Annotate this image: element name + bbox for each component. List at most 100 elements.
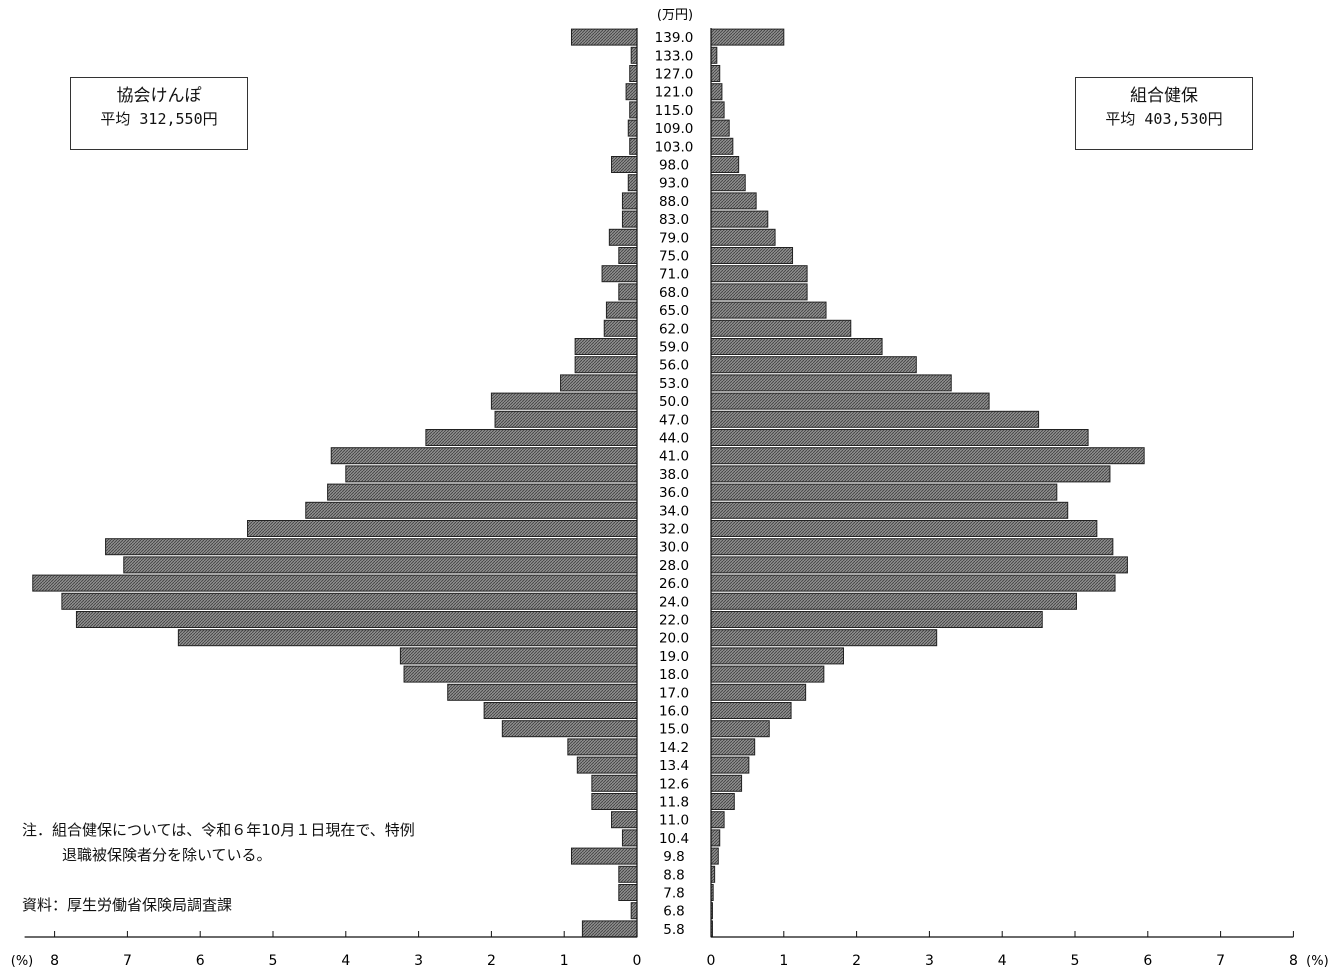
category-label-139.0: 139.0 (655, 30, 694, 46)
left-tick-label-8: 8 (50, 953, 59, 969)
category-label-65.0: 65.0 (659, 303, 689, 319)
category-unit-label: (万円) (657, 8, 693, 23)
bar-kyokai-115.0 (629, 101, 638, 119)
legend-right-average: 平均 403,530円 (1105, 110, 1223, 128)
bar-kumiai-56.0 (710, 356, 917, 374)
bar-kyokai-26.0 (32, 574, 638, 592)
bar-kyokai-59.0 (574, 338, 638, 355)
bar-kumiai-93.0 (710, 174, 746, 192)
category-label-47.0: 47.0 (659, 412, 689, 428)
category-label-98.0: 98.0 (659, 158, 689, 174)
bar-kyokai-109.0 (627, 119, 638, 137)
right-tick-label-6: 6 (1143, 953, 1152, 969)
bar-kumiai-17.0 (710, 683, 807, 701)
source-note: 資料：厚生労働省保険局調査課 (22, 896, 233, 914)
right-tick-label-4: 4 (998, 953, 1007, 969)
bar-kyokai-15.0 (501, 720, 638, 738)
bar-kumiai-34.0 (710, 501, 1069, 519)
category-label-6.8: 6.8 (663, 904, 684, 920)
bar-kyokai-36.0 (327, 483, 638, 501)
category-label-28.0: 28.0 (659, 558, 689, 574)
category-label-30.0: 30.0 (659, 540, 689, 556)
category-label-12.6: 12.6 (659, 776, 689, 792)
right-tick-label-2: 2 (852, 953, 861, 969)
bar-kumiai-30.0 (710, 538, 1114, 556)
bar-kyokai-6.8 (630, 902, 638, 920)
bar-kumiai-139.0 (710, 28, 785, 46)
bar-kyokai-9.8 (570, 847, 638, 865)
category-label-109.0: 109.0 (655, 121, 694, 137)
bar-kyokai-11.8 (591, 793, 638, 810)
bar-kumiai-28.0 (710, 556, 1128, 574)
category-label-121.0: 121.0 (655, 85, 694, 101)
bar-kyokai-83.0 (621, 210, 638, 228)
bar-kumiai-11.0 (710, 811, 725, 829)
bar-kyokai-16.0 (483, 702, 638, 719)
bar-kumiai-50.0 (710, 392, 990, 410)
left-axis-unit: (%) (11, 954, 34, 969)
bar-kumiai-44.0 (710, 429, 1089, 446)
bar-kumiai-10.4 (710, 829, 721, 847)
bar-kumiai-16.0 (710, 702, 792, 719)
bar-kyokai-32.0 (247, 520, 638, 537)
left-tick-label-6: 6 (196, 953, 205, 969)
bar-kyokai-14.2 (567, 738, 638, 756)
bar-kyokai-79.0 (608, 228, 638, 246)
left-tick-label-1: 1 (560, 953, 569, 969)
bar-kumiai-59.0 (710, 338, 883, 355)
bar-kumiai-88.0 (710, 192, 757, 210)
bar-kumiai-79.0 (710, 228, 776, 246)
category-label-16.0: 16.0 (659, 704, 689, 720)
bar-kumiai-26.0 (710, 574, 1116, 592)
bar-kyokai-62.0 (603, 319, 638, 337)
bar-kumiai-62.0 (710, 319, 852, 337)
bar-kyokai-13.4 (576, 756, 638, 774)
right-tick-label-7: 7 (1216, 953, 1225, 969)
note-line-2: 退職被保険者分を除いている。 (62, 846, 272, 864)
bar-kumiai-115.0 (710, 101, 725, 119)
bar-kumiai-12.6 (710, 774, 743, 792)
category-label-15.0: 15.0 (659, 722, 689, 738)
legend-box-kumiai: 組合健保 平均 403,530円 (1075, 77, 1253, 150)
category-label-13.4: 13.4 (659, 758, 689, 774)
right-tick-label-3: 3 (925, 953, 934, 969)
bar-kyokai-75.0 (618, 247, 638, 264)
category-label-36.0: 36.0 (659, 485, 689, 501)
left-tick-label-4: 4 (341, 953, 350, 969)
category-label-75.0: 75.0 (659, 249, 689, 265)
bar-kumiai-9.8 (710, 847, 719, 865)
category-label-79.0: 79.0 (659, 230, 689, 246)
right-tick-label-5: 5 (1071, 953, 1080, 969)
bar-kyokai-44.0 (425, 429, 638, 446)
legend-left-name: 協会けんぽ (116, 86, 202, 106)
legend-right-name: 組合健保 (1130, 86, 1198, 106)
category-label-127.0: 127.0 (655, 67, 694, 83)
bar-kyokai-30.0 (105, 538, 638, 556)
legend-left-average: 平均 312,550円 (100, 110, 218, 128)
category-label-26.0: 26.0 (659, 576, 689, 592)
category-label-11.8: 11.8 (659, 795, 689, 811)
bar-kumiai-103.0 (710, 137, 734, 155)
bar-kyokai-24.0 (61, 592, 638, 610)
category-label-50.0: 50.0 (659, 394, 689, 410)
category-label-17.0: 17.0 (659, 685, 689, 701)
bar-kyokai-133.0 (630, 46, 638, 64)
bar-kyokai-11.0 (611, 811, 638, 829)
bar-kyokai-20.0 (177, 629, 638, 647)
category-label-14.2: 14.2 (659, 740, 689, 756)
bar-kyokai-127.0 (629, 65, 638, 82)
bar-kyokai-56.0 (574, 356, 638, 374)
bar-kumiai-13.4 (710, 756, 750, 774)
category-label-68.0: 68.0 (659, 285, 689, 301)
category-label-41.0: 41.0 (659, 449, 689, 465)
bar-kumiai-38.0 (710, 465, 1111, 483)
bar-kyokai-5.8 (581, 920, 638, 938)
category-label-44.0: 44.0 (659, 431, 689, 447)
legend-box-kyokai: 協会けんぽ 平均 312,550円 (70, 77, 248, 150)
category-label-93.0: 93.0 (659, 176, 689, 192)
category-label-83.0: 83.0 (659, 212, 689, 228)
category-label-59.0: 59.0 (659, 340, 689, 356)
category-label-10.4: 10.4 (659, 831, 689, 847)
bar-kyokai-22.0 (75, 611, 638, 628)
bar-kumiai-14.2 (710, 738, 756, 756)
